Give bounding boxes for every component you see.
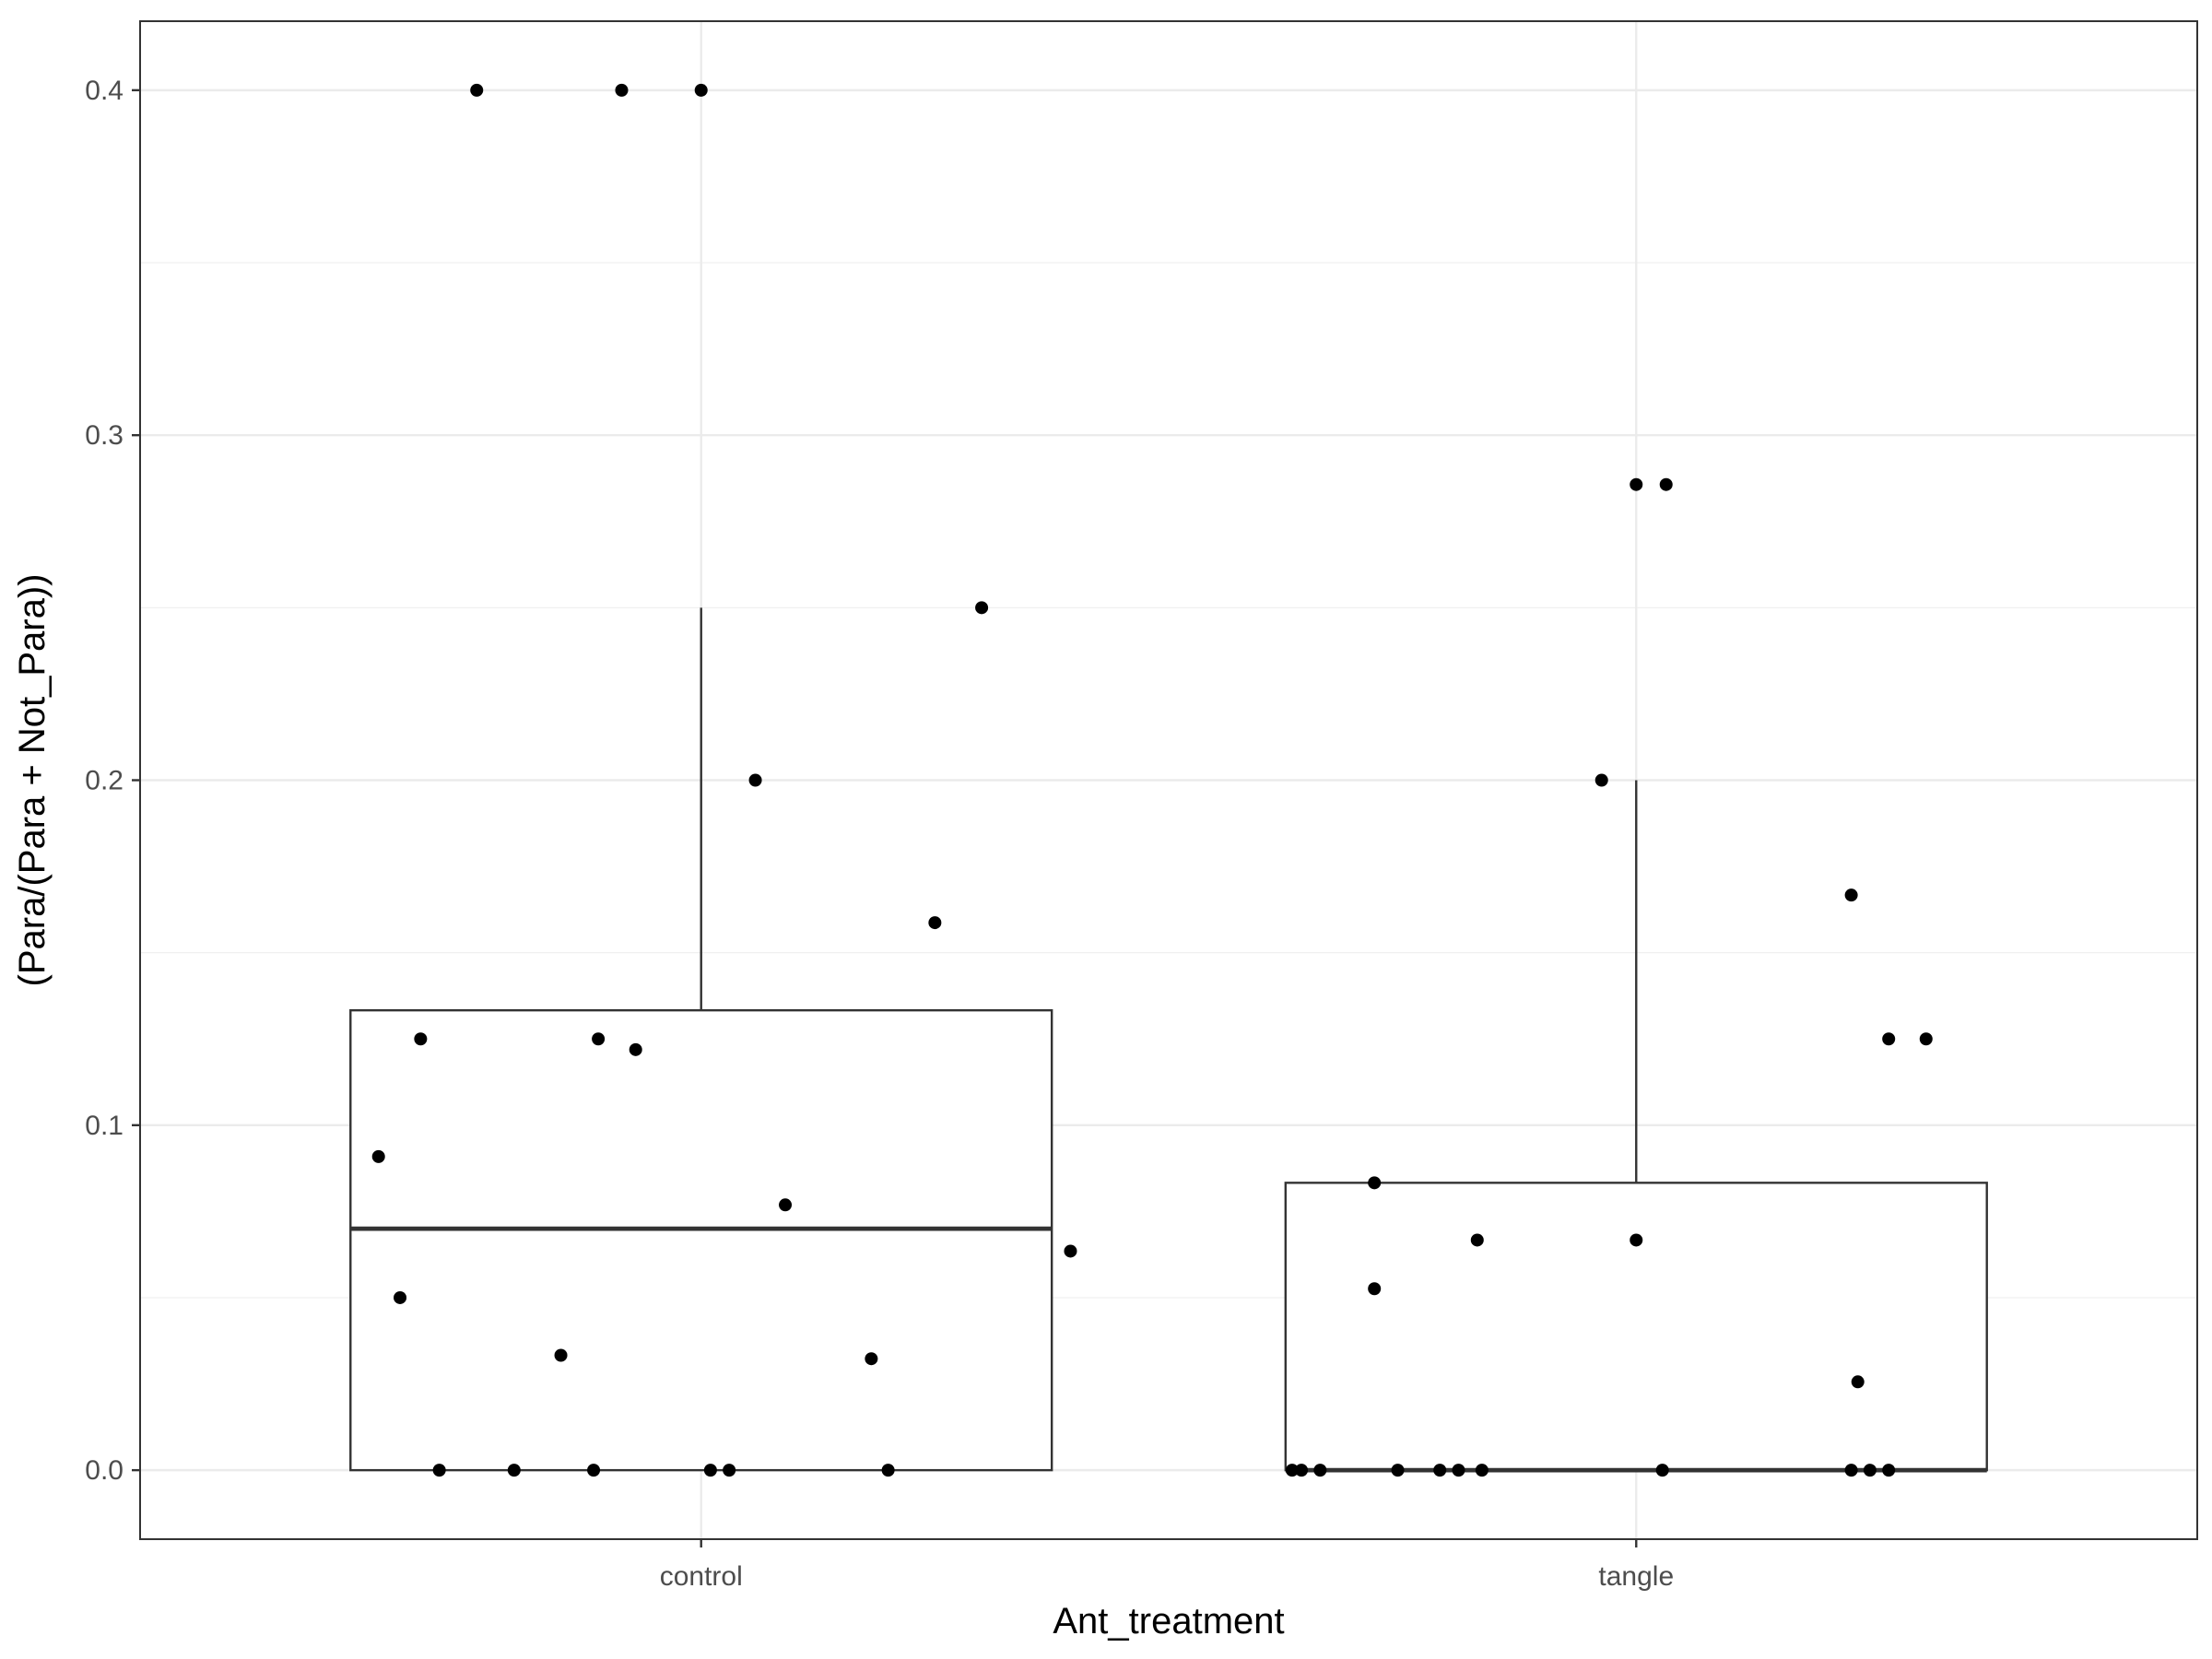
data-point [1630, 1233, 1643, 1247]
data-points [371, 83, 1933, 1477]
y-tick-label: 0.2 [85, 766, 124, 796]
data-point [881, 1464, 895, 1477]
data-point [865, 1352, 878, 1366]
data-point [1391, 1464, 1405, 1477]
x-axis-title: Ant_treatment [1053, 1601, 1284, 1641]
data-point [1659, 477, 1673, 491]
y-tick-label: 0.0 [85, 1455, 124, 1486]
data-point [629, 1042, 642, 1056]
data-point [703, 1464, 717, 1477]
y-tick-label: 0.3 [85, 420, 124, 451]
data-point [1630, 477, 1643, 491]
data-point [1594, 773, 1608, 787]
y-axis-title: (Para/(Para + Not_Para)) [12, 574, 53, 987]
data-point [470, 83, 484, 97]
data-point [1313, 1464, 1327, 1477]
data-point [1470, 1233, 1484, 1247]
data-point [432, 1464, 446, 1477]
data-point [1863, 1464, 1877, 1477]
box-control [349, 1008, 1053, 1472]
data-point [1844, 1464, 1858, 1477]
data-point [975, 601, 989, 615]
data-point [1433, 1464, 1447, 1477]
data-point [587, 1464, 601, 1477]
y-tick-label: 0.1 [85, 1111, 124, 1141]
data-point [554, 1348, 568, 1362]
data-point [507, 1464, 521, 1477]
data-point [779, 1198, 793, 1212]
data-point [1452, 1464, 1465, 1477]
y-tick-label: 0.4 [85, 76, 124, 106]
data-point [1368, 1282, 1382, 1296]
data-point [1882, 1032, 1896, 1046]
data-point [592, 1032, 606, 1046]
data-point [694, 83, 708, 97]
data-point [1368, 1176, 1382, 1190]
axes: 0.0 0.1 0.2 0.3 0.4 control tangle [85, 76, 1674, 1592]
x-tick-label: control [660, 1561, 743, 1592]
data-point [1064, 1244, 1077, 1258]
box-tangle [1284, 1182, 1988, 1472]
data-point [1285, 1464, 1299, 1477]
data-point [1295, 1464, 1309, 1477]
data-point [1882, 1464, 1896, 1477]
data-point [748, 773, 762, 787]
data-point [1919, 1032, 1933, 1046]
data-point [1844, 888, 1858, 902]
data-point [1851, 1375, 1865, 1389]
data-point [928, 916, 942, 930]
data-point [723, 1464, 736, 1477]
x-tick-label: tangle [1598, 1561, 1674, 1592]
data-point [371, 1149, 385, 1163]
data-point [1655, 1464, 1669, 1477]
data-point [414, 1032, 428, 1046]
data-point [394, 1290, 407, 1304]
data-point [615, 83, 629, 97]
data-point [1475, 1464, 1488, 1477]
